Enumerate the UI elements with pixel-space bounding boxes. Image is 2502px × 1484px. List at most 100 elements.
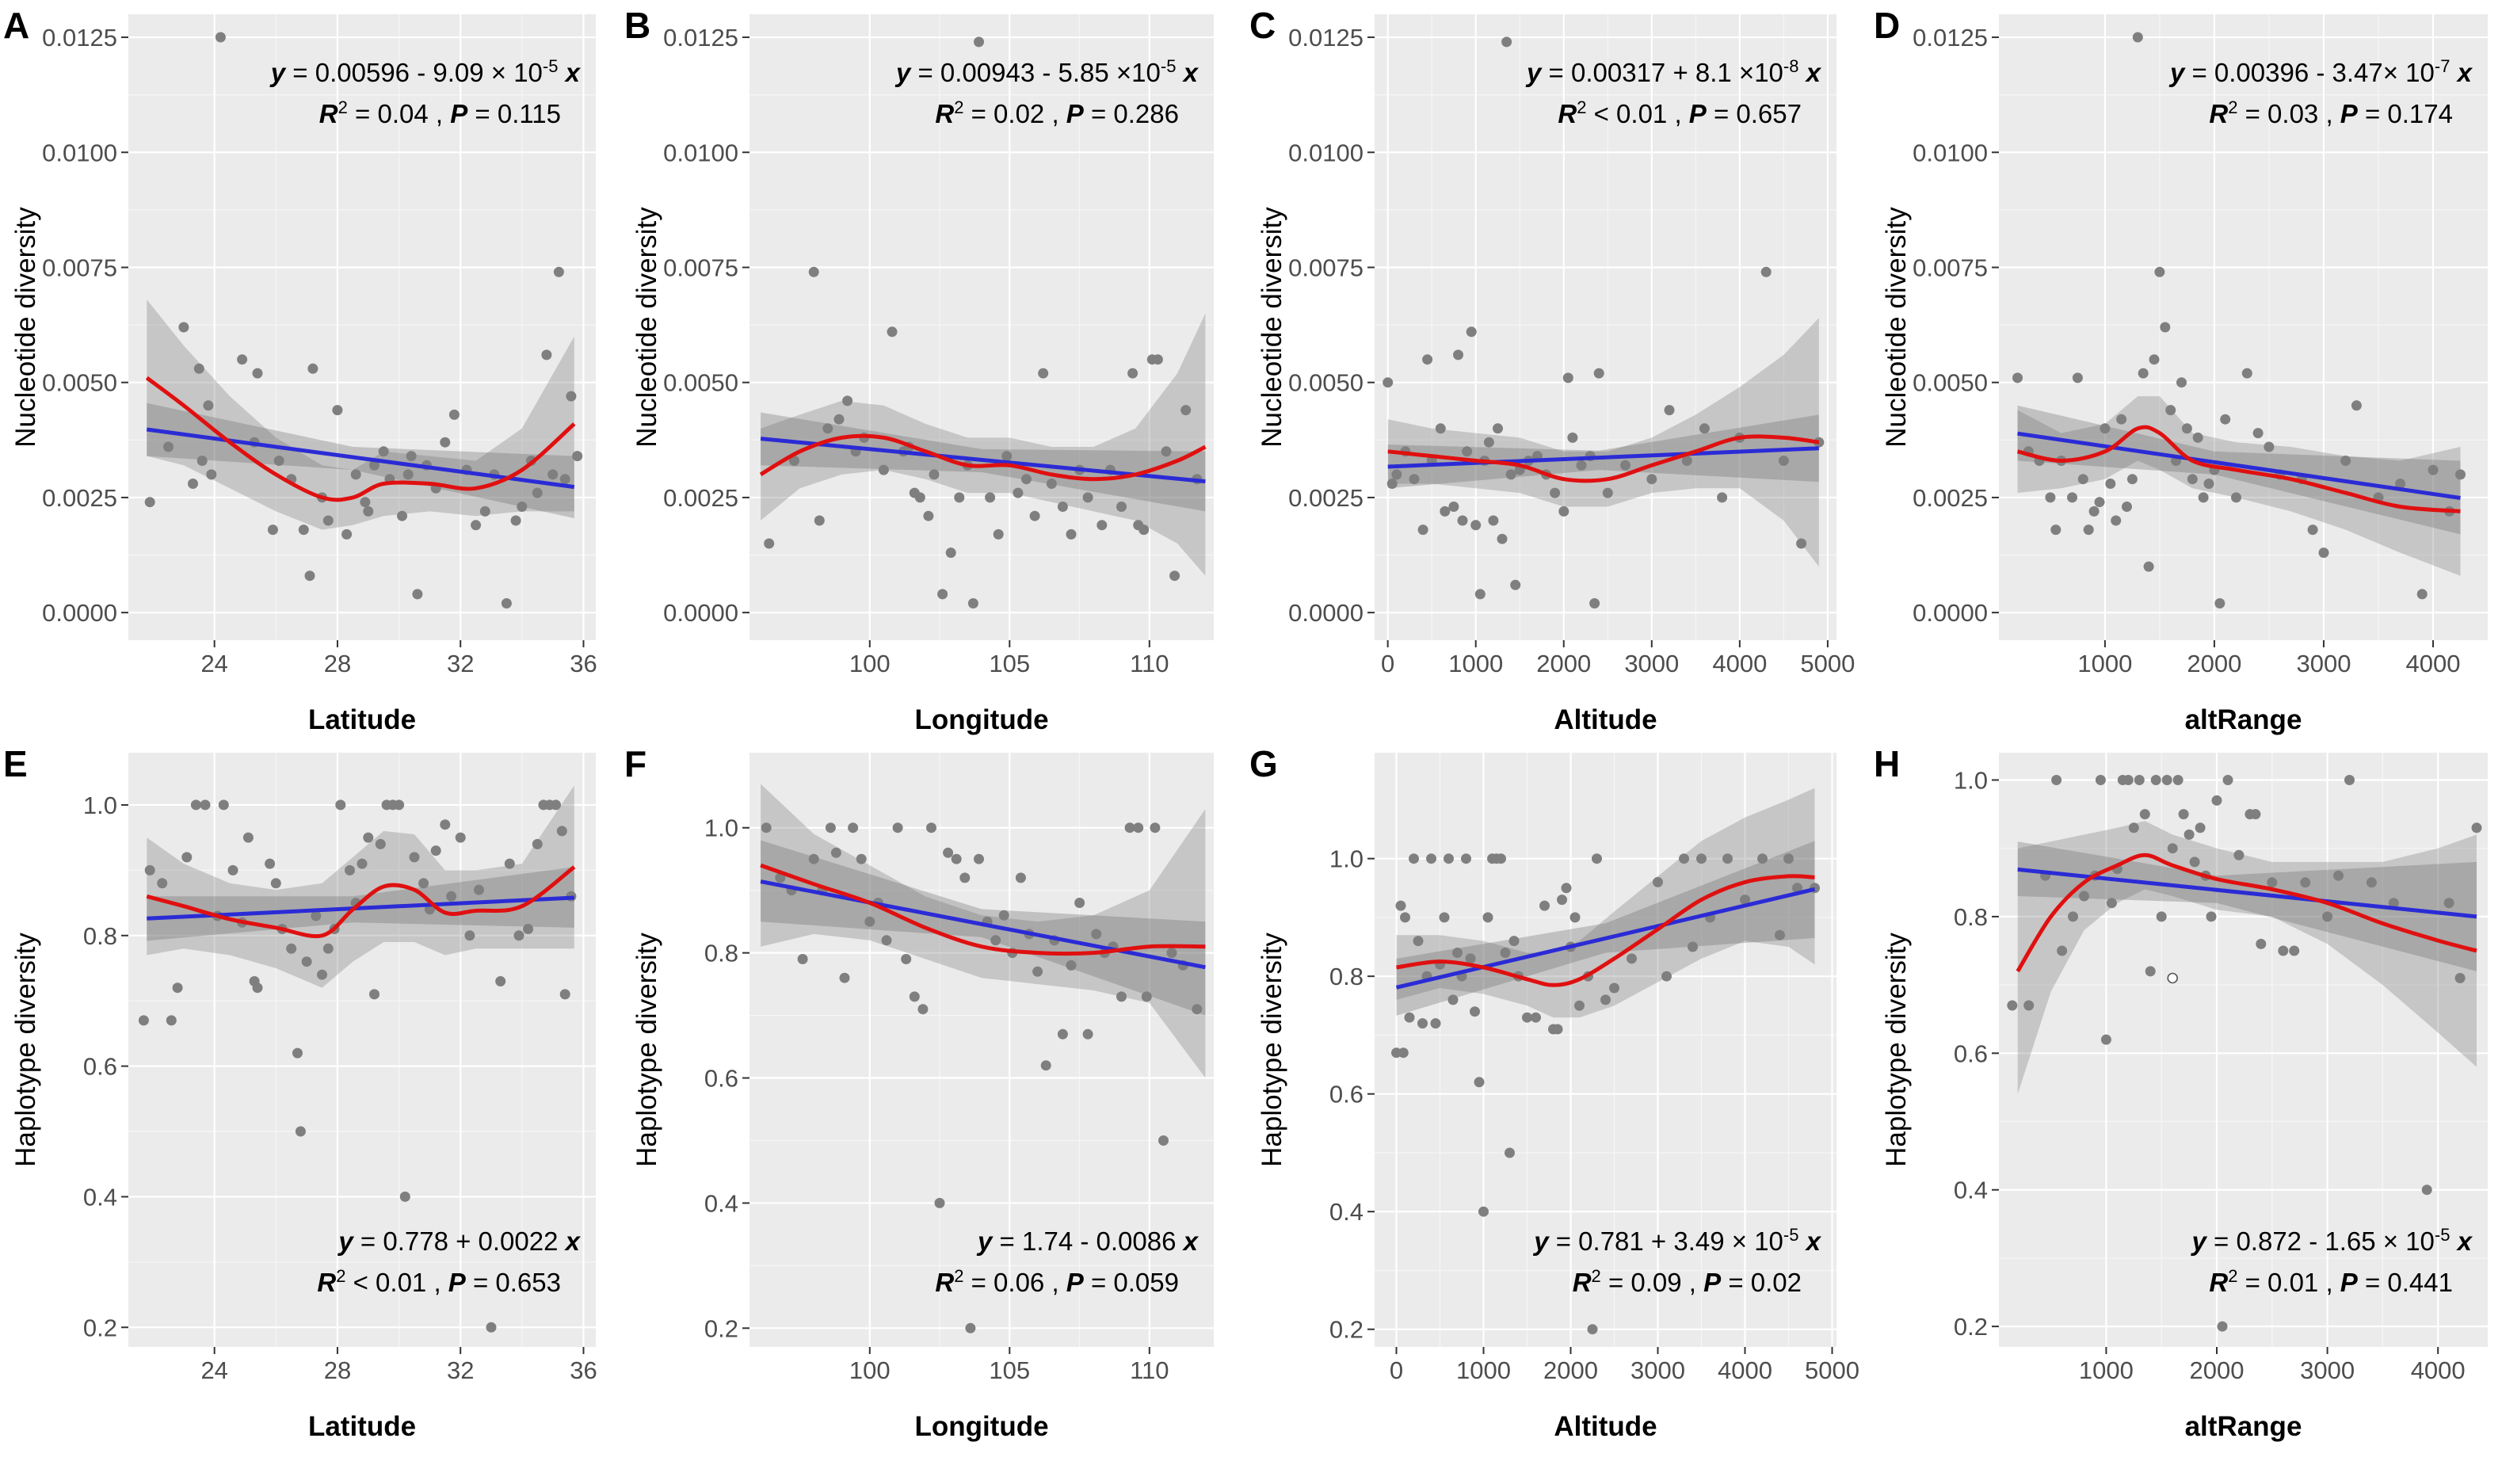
- plot-area: [1383, 36, 1825, 608]
- x-tick-label: 2000: [1543, 1356, 1598, 1384]
- data-point: [2077, 474, 2088, 485]
- data-point: [394, 799, 405, 811]
- loess-fit-curve: [759, 433, 1207, 482]
- data-point: [2233, 849, 2245, 860]
- y-tick-label: 0.0050: [663, 369, 738, 397]
- data-point: [2138, 368, 2149, 379]
- data-point: [2416, 589, 2428, 600]
- data-point: [1466, 326, 1477, 338]
- y-tick-label: 0.0100: [42, 139, 117, 166]
- panel-g: 0 1000 2000 3000 4000 5000 0.2 0.4 0.6 0.8 1.0 y = …: [1249, 743, 1859, 1442]
- data-point: [1152, 354, 1163, 365]
- data-point: [2471, 822, 2482, 834]
- y-tick-label: 0.4: [1954, 1177, 1988, 1204]
- data-point: [1066, 959, 1077, 971]
- x-axis-title: Altitude: [1554, 1411, 1657, 1442]
- data-point: [265, 858, 276, 869]
- regression-stats: R2 = 0.04 , P = 0.115: [319, 97, 561, 129]
- data-point: [2184, 829, 2195, 840]
- plot-area: [2012, 32, 2466, 608]
- data-point: [2161, 775, 2172, 785]
- data-point: [2154, 266, 2165, 277]
- data-point: [1589, 598, 1600, 608]
- data-point: [190, 799, 201, 811]
- data-point: [1461, 853, 1471, 864]
- data-point: [1166, 948, 1177, 959]
- data-point: [789, 456, 799, 466]
- data-point: [1483, 437, 1494, 448]
- data-point: [2128, 822, 2139, 834]
- data-point: [1474, 1077, 1485, 1088]
- data-point: [901, 954, 912, 964]
- data-point: [2083, 525, 2094, 536]
- data-point: [1395, 900, 1406, 911]
- data-point: [934, 1197, 945, 1208]
- data-point: [2123, 775, 2134, 785]
- x-tick-label: 3000: [1630, 1356, 1685, 1384]
- data-point: [1508, 936, 1520, 947]
- data-point: [237, 354, 248, 365]
- data-point: [203, 400, 214, 411]
- data-point: [1557, 895, 1567, 906]
- data-point: [1462, 446, 1473, 457]
- data-point: [322, 515, 334, 526]
- x-tick-label: 3000: [2296, 650, 2351, 677]
- data-point: [2388, 898, 2399, 909]
- regression-equation: y = 1.74 - 0.0086 x: [976, 1226, 1200, 1256]
- data-point: [448, 409, 460, 420]
- data-point: [954, 492, 965, 503]
- data-point: [227, 864, 238, 876]
- data-point: [2181, 423, 2192, 434]
- data-point: [2072, 372, 2083, 383]
- data-point: [138, 1015, 149, 1026]
- panel-background: [749, 753, 1214, 1347]
- y-tick-label: 0.0100: [663, 139, 738, 166]
- data-point: [1681, 456, 1692, 466]
- data-point: [1510, 579, 1521, 590]
- regression-stats: R2 = 0.02 , P = 0.286: [935, 97, 1179, 129]
- data-point: [2143, 561, 2154, 572]
- data-point: [1082, 492, 1093, 503]
- x-tick-label: 1000: [1456, 1356, 1511, 1384]
- data-point: [2160, 322, 2171, 333]
- regression-equation: y = 0.00396 - 3.47× 10-7 x: [2168, 56, 2473, 88]
- data-point: [914, 492, 925, 503]
- data-point: [887, 326, 898, 338]
- data-point: [2132, 32, 2143, 43]
- data-point: [1722, 853, 1733, 864]
- y-tick-label: 0.8: [1329, 963, 1364, 990]
- data-point: [2250, 809, 2261, 820]
- data-point: [317, 969, 327, 980]
- data-point: [163, 441, 174, 452]
- data-point: [1717, 492, 1728, 503]
- data-point: [965, 1322, 976, 1333]
- data-point: [764, 538, 775, 549]
- data-point: [553, 266, 564, 277]
- data-point: [1457, 515, 1468, 526]
- x-tick-label: 32: [447, 1356, 474, 1384]
- data-point: [2454, 973, 2466, 983]
- y-tick-label: 0.8: [704, 940, 738, 967]
- data-point: [2067, 492, 2077, 503]
- panel-h: 1000 2000 3000 4000 0.2 0.4 0.6 0.8 1.0 y = 0.872…: [1874, 743, 2488, 1442]
- data-point: [1696, 853, 1707, 864]
- data-point: [172, 982, 183, 994]
- data-point: [2300, 877, 2311, 888]
- data-point: [2428, 464, 2439, 475]
- y-tick-label: 0.0000: [1288, 599, 1364, 627]
- loess-fit-curve: [2016, 425, 2461, 513]
- data-point: [2340, 456, 2351, 466]
- data-point: [917, 1004, 929, 1015]
- data-point: [864, 916, 875, 927]
- data-point: [1426, 853, 1436, 864]
- data-point: [990, 935, 1001, 946]
- data-point: [311, 910, 322, 921]
- data-point: [1383, 377, 1394, 388]
- data-point: [242, 832, 254, 843]
- data-point: [1488, 515, 1499, 526]
- data-point: [1501, 36, 1512, 48]
- data-point: [1161, 446, 1172, 457]
- data-point: [1032, 966, 1043, 977]
- data-point: [814, 515, 825, 526]
